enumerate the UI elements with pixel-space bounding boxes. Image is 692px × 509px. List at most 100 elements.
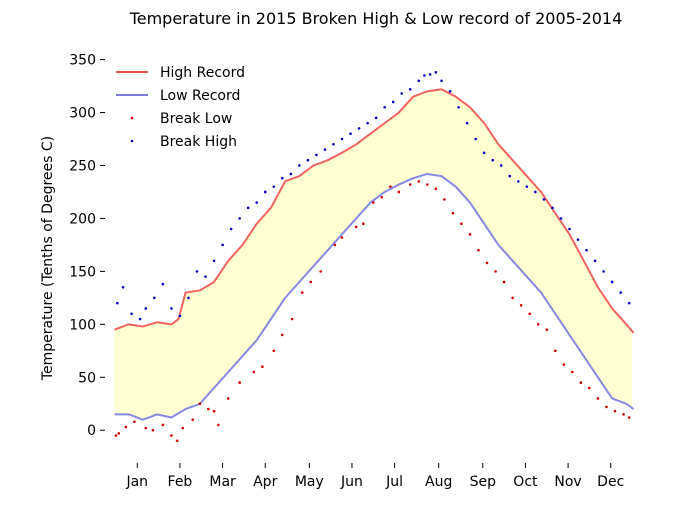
series-3-point xyxy=(440,79,443,83)
series-3-point xyxy=(576,238,580,241)
series-3-point xyxy=(204,275,207,278)
series-3-point xyxy=(298,164,301,167)
series-2-point xyxy=(319,270,322,273)
series-3-point xyxy=(559,217,563,220)
series-2-point xyxy=(596,397,600,400)
series-3-point xyxy=(474,137,477,141)
x-tick-label: Jun xyxy=(340,474,363,490)
series-2-point xyxy=(494,270,497,273)
legend-label: Low Record xyxy=(160,88,240,104)
series-3-point xyxy=(315,153,318,157)
series-3-point xyxy=(568,227,571,231)
y-tick-label: 0 xyxy=(87,423,96,439)
y-tick-label: 300 xyxy=(69,106,96,122)
series-3-point xyxy=(400,92,404,95)
series-3-point xyxy=(144,307,148,310)
series-2-point xyxy=(175,439,179,443)
series-2-point xyxy=(114,434,118,437)
series-3-point xyxy=(434,70,438,74)
series-2-point xyxy=(362,222,365,226)
series-3-point xyxy=(340,137,344,141)
series-3-point xyxy=(289,172,293,176)
series-2-point xyxy=(252,370,256,374)
range-fill xyxy=(114,89,633,420)
series-3-point xyxy=(178,314,182,318)
series-2-point xyxy=(443,198,446,201)
series-2-point xyxy=(340,236,344,239)
series-line-0 xyxy=(114,88,635,334)
x-tick-label: Apr xyxy=(253,474,277,490)
series-3-point xyxy=(238,217,241,220)
y-axis-label: Temperature (Tenths of Degrees C) xyxy=(40,136,56,381)
series-2-point xyxy=(579,381,583,384)
series-3-point xyxy=(408,87,412,91)
series-3-point xyxy=(332,143,335,146)
y-tick-label: 350 xyxy=(69,53,96,69)
series-2-point xyxy=(389,185,392,188)
series-2-point xyxy=(588,386,591,390)
series-3-point xyxy=(130,312,133,316)
series-2-point xyxy=(170,434,173,437)
series-2-point xyxy=(144,426,148,430)
series-2-point xyxy=(280,333,284,337)
series-2-point xyxy=(468,233,472,236)
x-tick-label: Oct xyxy=(513,474,538,490)
series-2-point xyxy=(207,407,210,411)
x-axis: Jan Feb Mar Apr May Jun Jul Aug Sep Oct Nov Dec xyxy=(125,463,624,490)
series-2-point xyxy=(477,248,480,252)
series-3-point xyxy=(602,270,605,273)
series-3-point xyxy=(272,185,276,188)
series-2-point xyxy=(354,225,358,229)
series-2-point xyxy=(562,363,566,366)
series-3-point xyxy=(391,100,395,104)
series-3-point xyxy=(187,296,190,300)
series-3-point xyxy=(619,291,622,294)
series-2-point xyxy=(371,201,375,204)
chart-title: Temperature in 2015 Broken High & Low re… xyxy=(129,9,623,28)
series-3-point xyxy=(161,282,165,286)
series-2-point xyxy=(333,243,337,247)
series-3-point xyxy=(255,201,259,204)
x-tick-label: Feb xyxy=(168,474,193,490)
series-3-point xyxy=(116,301,119,305)
series-2-point xyxy=(426,183,429,186)
x-tick-label: May xyxy=(295,474,324,490)
series-3-point xyxy=(610,280,614,284)
series-2-point xyxy=(133,420,136,424)
series-2-point xyxy=(434,187,438,191)
series-3-point xyxy=(280,176,284,180)
series-2-point xyxy=(571,370,574,374)
series-2-point xyxy=(309,280,313,284)
series-3-point xyxy=(221,243,224,247)
x-tick-label: Sep xyxy=(470,474,497,490)
series-3-point xyxy=(229,227,233,231)
series-2-point xyxy=(536,323,540,326)
series-2-point xyxy=(161,423,165,427)
series-2-point xyxy=(226,397,230,400)
series-2-point xyxy=(627,416,631,419)
series-2-point xyxy=(151,428,155,432)
y-tick-label: 200 xyxy=(69,211,96,227)
series-2-point xyxy=(198,402,202,406)
series-3-point xyxy=(417,79,421,83)
series-3-point xyxy=(366,121,369,125)
series-2-point xyxy=(451,211,455,215)
series-2-point xyxy=(528,312,531,316)
series-3-point xyxy=(627,301,631,305)
series-3-point xyxy=(246,206,250,210)
series-3-point xyxy=(121,285,125,289)
series-3-point xyxy=(499,164,503,167)
series-2-point xyxy=(272,349,276,353)
series-2-point xyxy=(397,190,401,194)
series-3-point xyxy=(551,206,554,210)
series-3-point xyxy=(383,105,386,109)
legend-marker-swatch xyxy=(130,116,134,120)
legend-marker-swatch xyxy=(130,139,134,143)
series-3-point xyxy=(323,148,327,151)
y-tick-label: 250 xyxy=(69,158,96,174)
x-tick-label: Jan xyxy=(125,474,148,490)
series-2-point xyxy=(408,183,412,186)
series-2-point xyxy=(217,423,220,427)
series-line-1 xyxy=(114,172,635,421)
series-2-point xyxy=(485,261,489,265)
